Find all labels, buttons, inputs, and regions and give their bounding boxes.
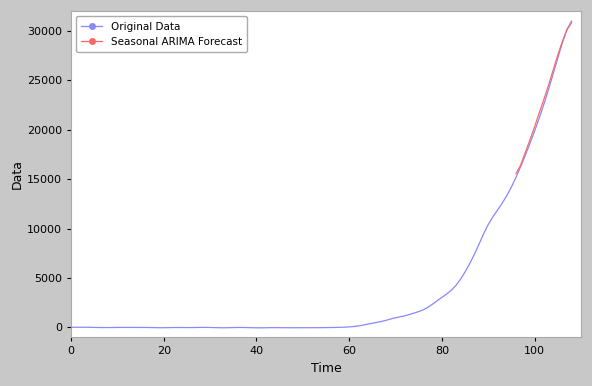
Seasonal ARIMA Forecast bbox=[522, 150, 529, 155]
X-axis label: Time: Time bbox=[311, 362, 342, 375]
Seasonal ARIMA Forecast bbox=[513, 171, 520, 176]
Seasonal ARIMA Forecast bbox=[559, 39, 566, 44]
Legend: Original Data, Seasonal ARIMA Forecast: Original Data, Seasonal ARIMA Forecast bbox=[76, 16, 247, 52]
Original Data bbox=[401, 313, 408, 318]
Original Data bbox=[207, 325, 214, 330]
Original Data bbox=[258, 325, 265, 330]
Seasonal ARIMA Forecast bbox=[531, 125, 538, 129]
Seasonal ARIMA Forecast bbox=[536, 111, 543, 115]
Seasonal ARIMA Forecast bbox=[554, 53, 561, 58]
Original Data bbox=[234, 325, 242, 330]
Seasonal ARIMA Forecast bbox=[568, 20, 575, 25]
Seasonal ARIMA Forecast bbox=[526, 138, 533, 142]
Original Data bbox=[67, 325, 75, 330]
Original Data bbox=[568, 19, 575, 23]
Seasonal ARIMA Forecast bbox=[517, 163, 524, 168]
Seasonal ARIMA Forecast bbox=[540, 97, 548, 102]
Original Data bbox=[346, 325, 353, 329]
Original Data bbox=[341, 325, 348, 330]
Seasonal ARIMA Forecast bbox=[564, 27, 571, 32]
Line: Seasonal ARIMA Forecast: Seasonal ARIMA Forecast bbox=[516, 22, 572, 174]
Seasonal ARIMA Forecast bbox=[545, 83, 552, 88]
Line: Original Data: Original Data bbox=[71, 21, 572, 328]
Y-axis label: Data: Data bbox=[11, 159, 24, 189]
Seasonal ARIMA Forecast bbox=[549, 68, 556, 73]
Original Data bbox=[105, 325, 112, 330]
